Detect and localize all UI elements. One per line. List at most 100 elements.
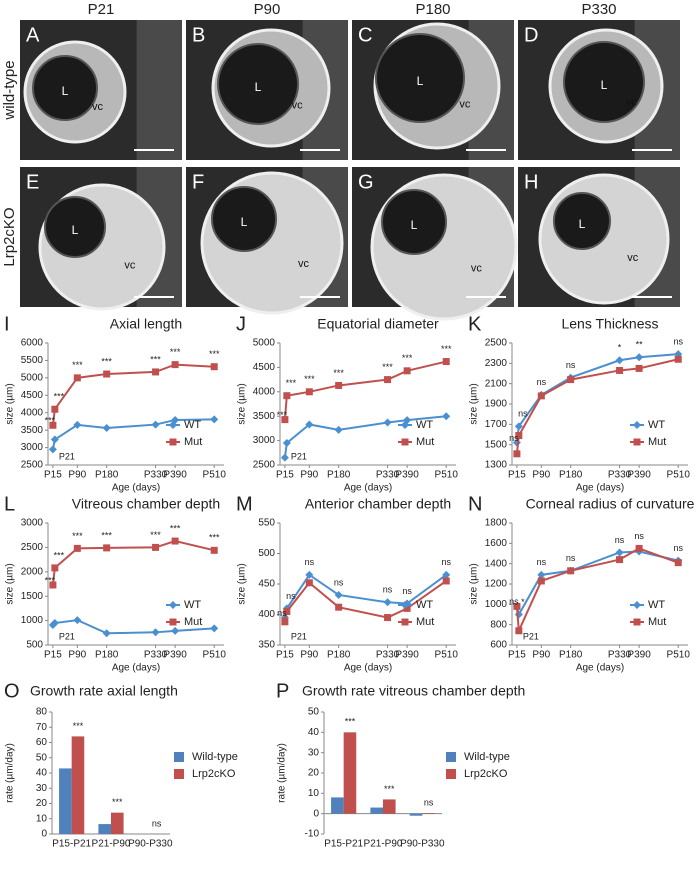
marker [73,420,82,429]
panel-letter: A [26,24,40,46]
marker [403,367,411,375]
series-line [51,363,215,426]
x-tick-label: P180 [559,650,583,661]
x-tick-label: P15-P21 [324,839,363,850]
x-tick-label: P90 [532,470,550,481]
y-tick-label: 1200 [485,579,508,590]
significance: ns [402,586,412,596]
y-tick-label: 20 [36,798,48,809]
significance: ns [286,591,296,601]
significance: ns [673,543,683,553]
marker [537,577,545,585]
x-tick-label: P90-P330 [400,839,445,850]
x-tick-label: P90 [68,650,86,661]
marker [169,421,177,429]
bar [370,807,383,814]
marker [102,629,111,638]
x-tick-label: P330 [608,470,632,481]
marker [635,364,643,372]
significance: *** [209,533,220,543]
significance: *** [54,392,65,402]
legend-label: Mut [416,436,434,448]
marker [514,422,523,431]
marker [334,590,343,599]
lens-label: L [255,80,262,94]
lens [381,189,447,255]
marker [513,450,521,458]
marker [103,370,111,378]
marker [635,353,644,362]
mri-image: H Lvc [518,167,680,307]
marker [73,544,81,552]
bar [111,812,124,834]
marker [152,368,160,376]
y-tick-label: 1700 [485,419,508,430]
marker [515,627,523,635]
marker [537,570,546,579]
marker [73,374,81,382]
y-tick-label: 500 [258,548,275,559]
significance: ns [634,531,644,541]
marker [152,543,160,551]
y-tick-label: 1400 [485,558,508,569]
x-tick-label: P15 [44,650,62,661]
marker [335,603,343,611]
panel-letter: F [192,171,204,193]
legend-label: Mut [648,616,666,628]
marker [210,363,218,371]
marker [334,425,343,434]
panel-letter: I [4,313,10,335]
annotation: P21 [291,631,307,641]
y-tick-label: 30 [36,783,48,794]
vitreous-label: vc [124,260,136,272]
significance: ns [566,360,576,370]
bar [343,732,357,814]
annotation: P21 [291,451,307,461]
bar [98,824,111,834]
x-tick-label: P510 [203,470,227,481]
x-axis-label: Age (days) [576,663,624,674]
bar [331,797,344,814]
y-tick-label: 2500 [253,460,276,471]
x-tick-label: P90-P330 [128,839,173,850]
marker [49,581,57,589]
vitreous-label: vc [92,101,104,113]
vitreous-label: vc [626,97,638,109]
marker [674,355,682,363]
y-tick-label: 400 [258,609,275,620]
marker [674,559,682,567]
panel-letter: J [236,313,246,335]
x-tick-label: P15 [508,650,526,661]
legend-label: WT [184,599,201,611]
y-tick-label: 2500 [21,542,44,553]
significance: ns [441,557,451,567]
lens-label: L [417,74,424,88]
significance: ns [424,797,434,807]
y-tick-label: 5000 [253,338,276,349]
x-tick-label: P510 [435,470,459,481]
marker [283,392,291,400]
x-tick-label: P510 [435,650,459,661]
marker [384,614,392,622]
significance: ns [383,585,393,595]
marker [616,556,624,564]
significance: *** [170,523,181,533]
y-tick-label: 60 [36,737,48,748]
significance: *** [72,531,83,541]
marker [171,537,179,545]
marker [210,415,219,424]
chart-title: Corneal radius of curvature [526,496,695,512]
significance: *** [384,784,395,794]
marker [383,598,392,607]
x-tick-label: P330 [144,650,168,661]
marker [51,405,59,413]
legend-label: Wild-type [464,751,510,763]
x-tick-label: P390 [163,650,187,661]
vitreous-label: vc [459,99,471,111]
x-tick-label: P180 [559,470,583,481]
marker [281,416,289,424]
marker [50,619,59,628]
column-header: P180 [415,1,450,18]
significance: ns [305,557,315,567]
marker [633,421,641,429]
